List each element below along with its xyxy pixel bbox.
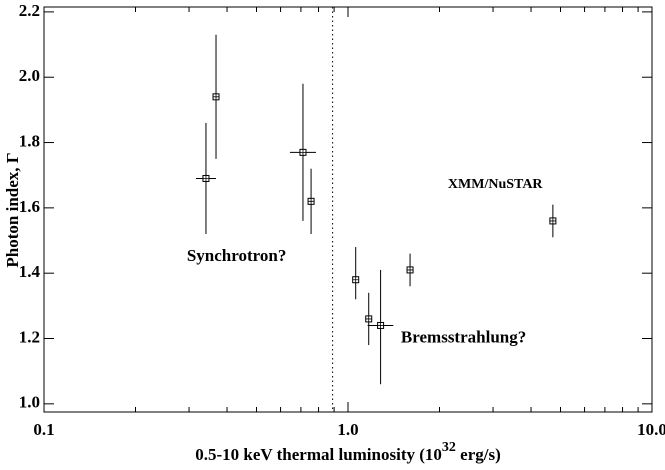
plot-frame (43, 6, 653, 413)
annotation: Synchrotron? (187, 246, 287, 265)
x-label-part: erg/s) (456, 445, 501, 464)
x-label-part: 0.5-10 keV thermal luminosity (10 (195, 445, 442, 464)
point-cross (407, 266, 414, 273)
point-cross (299, 149, 306, 156)
x-tick-label: 0.1 (33, 420, 54, 439)
y-tick-label: 2.0 (19, 66, 40, 85)
point-cross (549, 217, 556, 224)
point-cross (213, 93, 220, 100)
x-tick-label: 10.0 (637, 420, 665, 439)
point-cross (352, 276, 359, 283)
point-cross (202, 175, 209, 182)
y-tick-label: 1.4 (19, 262, 41, 281)
point-cross (377, 322, 384, 329)
y-tick-label: 1.2 (19, 327, 40, 346)
annotation: Bremsstrahlung? (401, 327, 526, 346)
x-axis-label: 0.5-10 keV thermal luminosity (1032 erg/… (195, 440, 501, 464)
x-tick-label: 1.0 (337, 420, 358, 439)
x-label-exponent: 32 (442, 440, 456, 455)
y-tick-label: 1.8 (19, 131, 40, 150)
point-cross (308, 198, 315, 205)
annotation: XMM/NuSTAR (448, 177, 544, 192)
y-axis-label: Photon index, Γ (3, 152, 22, 267)
point-cross (365, 315, 372, 322)
y-tick-label: 1.0 (19, 393, 40, 412)
y-tick-label: 2.2 (19, 1, 40, 20)
y-tick-label: 1.6 (19, 197, 40, 216)
